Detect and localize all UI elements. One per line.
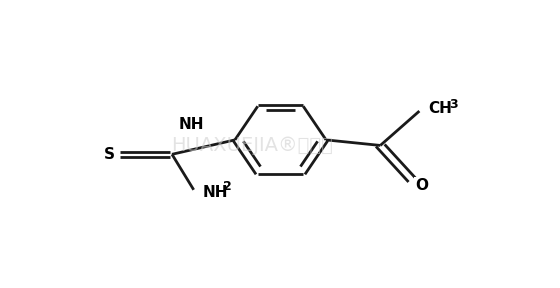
Text: 3: 3	[449, 98, 458, 111]
Text: NH: NH	[202, 185, 228, 200]
Text: HUAXUEJIA®化学加: HUAXUEJIA®化学加	[171, 136, 333, 155]
Text: O: O	[415, 178, 428, 193]
Text: NH: NH	[179, 117, 204, 132]
Text: S: S	[104, 147, 115, 162]
Text: 2: 2	[223, 180, 232, 193]
Text: CH: CH	[428, 101, 452, 116]
